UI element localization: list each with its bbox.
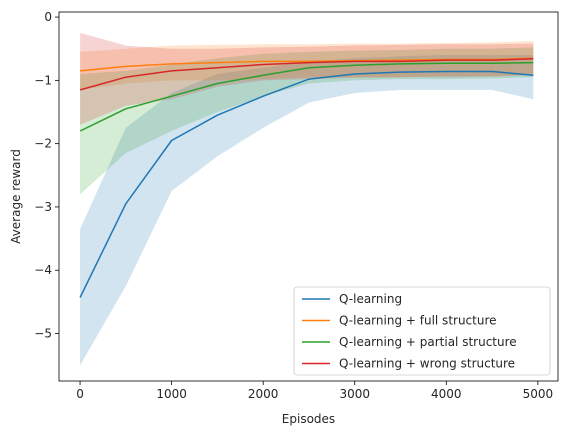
x-tick-label: 1000 (156, 387, 187, 401)
y-tick-label: −5 (34, 327, 52, 341)
x-axis-label: Episodes (282, 412, 335, 426)
x-tick-label: 4000 (431, 387, 462, 401)
y-tick-label: 0 (44, 10, 52, 24)
legend-label-3: Q-learning + partial structure (339, 335, 517, 349)
y-tick-label: −2 (34, 137, 52, 151)
y-axis-label: Average reward (9, 149, 23, 244)
legend-label-4: Q-learning + wrong structure (339, 357, 515, 371)
legend-label-1: Q-learning (339, 292, 402, 306)
legend-label-2: Q-learning + full structure (339, 314, 497, 328)
x-axis-ticks: 0 1000 2000 3000 4000 5000 (76, 381, 553, 401)
legend: Q-learning Q-learning + full structure Q-l… (294, 287, 550, 375)
x-tick-label: 3000 (339, 387, 370, 401)
x-tick-label: 2000 (248, 387, 279, 401)
x-tick-label: 5000 (523, 387, 554, 401)
y-tick-label: −4 (34, 263, 52, 277)
y-tick-label: −1 (34, 73, 52, 87)
x-tick-label: 0 (76, 387, 84, 401)
y-tick-label: −3 (34, 200, 52, 214)
y-axis-ticks: 0 −1 −2 −3 −4 −5 (34, 10, 59, 340)
